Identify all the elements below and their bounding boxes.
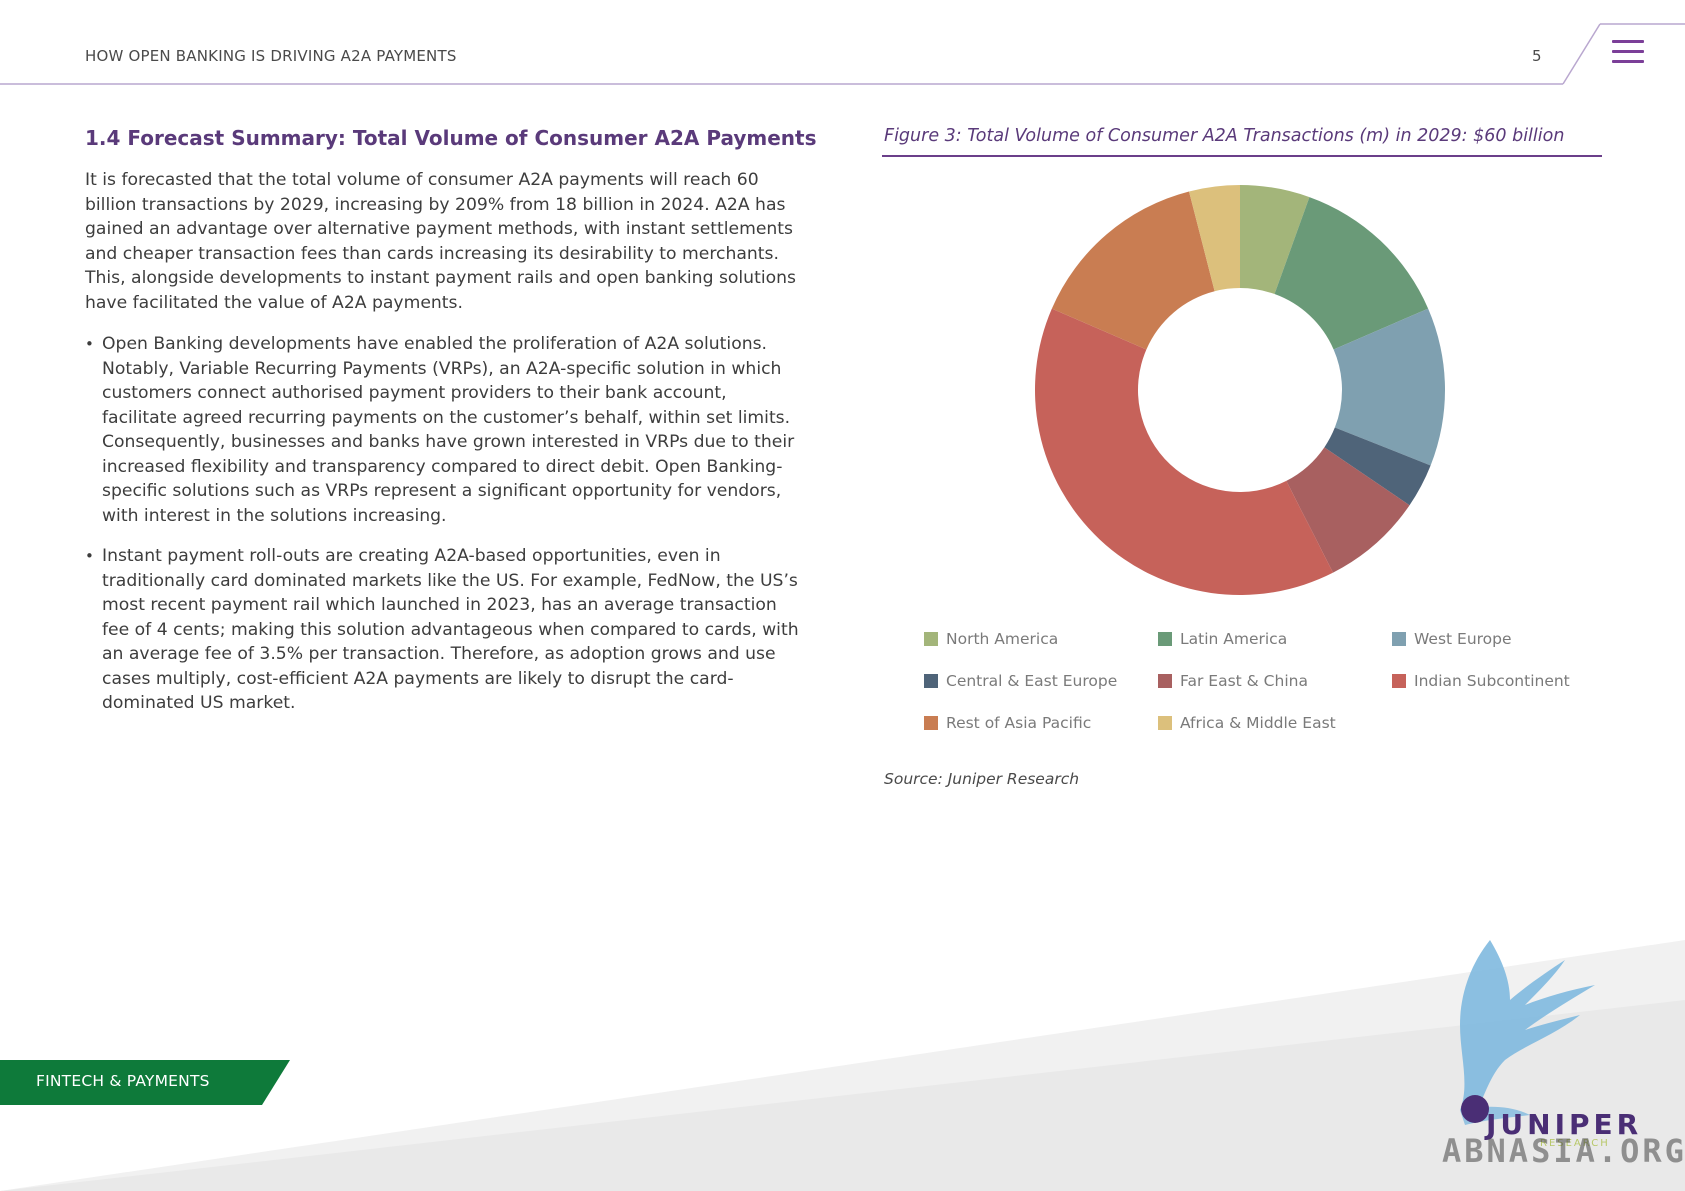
phoenix-logo-icon — [1460, 940, 1595, 1125]
legend-label: Far East & China — [1180, 672, 1308, 690]
legend-swatch — [924, 674, 938, 688]
donut-slice-central-east-europe — [1324, 427, 1431, 506]
legend-swatch — [1392, 632, 1406, 646]
legend-item: West Europe — [1392, 630, 1512, 648]
donut-slice-north-america — [1240, 185, 1310, 295]
legend-label: Latin America — [1180, 630, 1288, 648]
donut-slice-rest-of-asia-pacific — [1051, 191, 1215, 350]
legend-label: Africa & Middle East — [1180, 714, 1336, 732]
legend-swatch — [1158, 674, 1172, 688]
legend-swatch — [1392, 674, 1406, 688]
bullet-item: Instant payment roll-outs are creating A… — [85, 544, 805, 716]
legend-item: Far East & China — [1158, 672, 1308, 690]
legend-item: Central & East Europe — [924, 672, 1117, 690]
donut-slice-latin-america — [1274, 197, 1429, 350]
figure-source: Source: Juniper Research — [884, 770, 1080, 788]
legend-label: West Europe — [1414, 630, 1512, 648]
bullet-item: Open Banking developments have enabled t… — [85, 332, 805, 528]
donut-slice-west-europe — [1333, 308, 1445, 466]
section-title: 1.4 Forecast Summary: Total Volume of Co… — [85, 126, 817, 150]
legend-swatch — [924, 632, 938, 646]
legend-label: Indian Subcontinent — [1414, 672, 1570, 690]
donut-chart — [1035, 185, 1445, 595]
legend-item: Indian Subcontinent — [1392, 672, 1570, 690]
intro-paragraph: It is forecasted that the total volume o… — [85, 170, 796, 313]
donut-slice-africa-middle-east — [1189, 185, 1240, 292]
legend-swatch — [1158, 716, 1172, 730]
donut-slice-indian-subcontinent — [1035, 308, 1334, 595]
legend-item: Africa & Middle East — [1158, 714, 1336, 732]
running-header: HOW OPEN BANKING IS DRIVING A2A PAYMENTS — [85, 47, 457, 65]
figure-caption: Figure 3: Total Volume of Consumer A2A T… — [884, 126, 1565, 146]
hamburger-menu-icon[interactable] — [1612, 40, 1644, 68]
header-rule — [0, 23, 1685, 85]
legend-swatch — [924, 716, 938, 730]
donut-slice-far-east-china — [1286, 447, 1410, 573]
legend-item: Rest of Asia Pacific — [924, 714, 1091, 732]
legend-label: Rest of Asia Pacific — [946, 714, 1092, 732]
page-number: 5 — [1532, 47, 1542, 65]
legend-label: North America — [946, 630, 1059, 648]
bullet-list: Open Banking developments have enabled t… — [85, 332, 805, 732]
category-label: FINTECH & PAYMENTS — [36, 1072, 210, 1090]
legend-item: North America — [924, 630, 1058, 648]
legend-swatch — [1158, 632, 1172, 646]
brand-name: JUNIPER — [1486, 1108, 1643, 1141]
figure-caption-rule — [882, 155, 1602, 157]
brand-subtitle: RESEARCH — [1540, 1138, 1610, 1149]
legend-item: Latin America — [1158, 630, 1287, 648]
watermark: ABNASIA.ORG — [1442, 1132, 1685, 1170]
legend-label: Central & East Europe — [946, 672, 1118, 690]
